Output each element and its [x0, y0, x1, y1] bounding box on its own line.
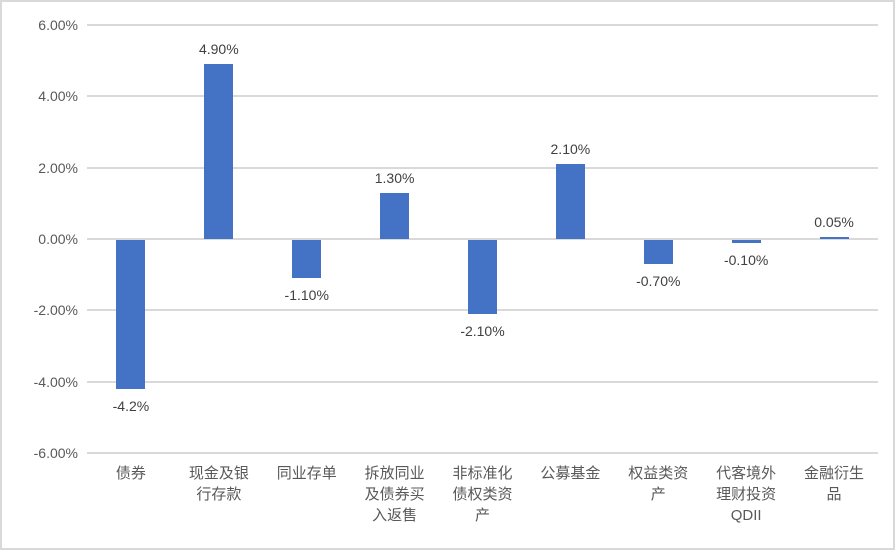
bar-value-label: 2.10% — [550, 141, 591, 158]
gridline — [87, 166, 878, 169]
y-axis-tick-label: -4.00% — [33, 373, 78, 390]
gridline — [87, 452, 878, 454]
bar-value-label: -2.10% — [460, 322, 505, 339]
bar — [204, 64, 234, 239]
x-axis-category-label: 代客境外理财投资QDII — [716, 465, 777, 524]
bar-value-label: 4.90% — [198, 41, 239, 58]
bar — [380, 192, 410, 239]
y-axis-tick-label: -2.00% — [33, 302, 78, 319]
y-axis-tick-label: 0.00% — [38, 231, 78, 247]
y-axis-tick-label: 6.00% — [38, 17, 78, 33]
y-axis-tick-label: 4.00% — [38, 88, 78, 105]
x-axis-category-label: 债券 — [115, 465, 146, 482]
gridline — [87, 24, 878, 26]
gridline — [87, 95, 878, 98]
x-axis-category-label: 公募基金 — [540, 465, 601, 482]
bar — [292, 240, 322, 279]
x-axis-category-label: 金融衍生品 — [804, 465, 865, 503]
bar — [468, 240, 497, 314]
zero-axis-line — [87, 238, 878, 240]
bar-value-label: -4.2% — [112, 397, 150, 414]
x-axis-category-label: 权益类资产 — [628, 465, 689, 503]
y-axis-tick-label: 2.00% — [38, 159, 78, 176]
x-axis-category-label: 同业存单 — [276, 465, 337, 482]
bar — [731, 240, 761, 243]
bar-value-label: 0.05% — [814, 214, 854, 231]
x-axis-category-label: 现金及银行存款 — [188, 465, 249, 503]
bar-value-label: -0.10% — [723, 251, 769, 268]
bar — [116, 240, 146, 389]
bar-value-label: -0.70% — [636, 272, 681, 289]
bar-value-label: 1.30% — [374, 169, 415, 186]
bar — [555, 164, 585, 239]
y-axis-tick-label: -6.00% — [33, 445, 78, 461]
bar — [819, 237, 849, 239]
gridline — [87, 380, 878, 383]
bar — [643, 240, 673, 264]
x-axis-category-label: 拆放同业及债券买入返售 — [364, 465, 425, 524]
bar-value-label: -1.10% — [284, 287, 329, 304]
x-axis-category-label: 非标准化债权类资产 — [452, 465, 513, 524]
